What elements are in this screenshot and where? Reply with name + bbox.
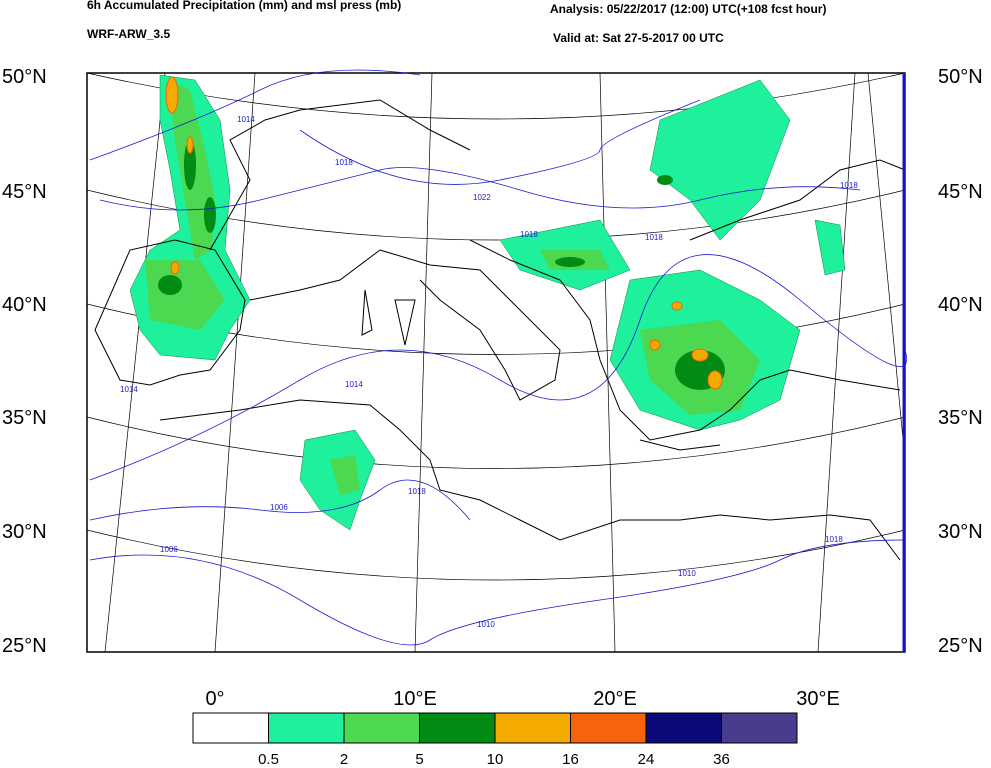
coastlines — [94, 99, 906, 561]
isobar-label: 1006 — [270, 503, 288, 512]
colorbar-swatch — [343, 712, 420, 744]
model: WRF-ARW_3.5 — [87, 27, 170, 41]
isobar-label: 1018 — [645, 233, 663, 242]
isobar-label: 1010 — [678, 569, 696, 578]
isobar-label: 1018 — [520, 230, 538, 239]
lat-label: 40°N — [938, 294, 983, 316]
lat-label: 50°N — [938, 66, 983, 88]
colorbar: 0.5 2 5 10 16 24 36 — [192, 712, 798, 768]
lat-label: 30°N — [938, 521, 983, 543]
isobar-label: 1006 — [160, 545, 178, 554]
lat-label: 45°N — [938, 181, 983, 203]
isobar-label: 1014 — [237, 115, 255, 124]
colorbar-swatch — [268, 712, 345, 744]
isobar-labels: 1014 1018 1022 1018 1018 1018 1014 1014 1018 1006… — [120, 115, 858, 629]
map-area: 1014 1018 1022 1018 1018 1018 1014 1014 1018 1006… — [86, 69, 907, 653]
colorbar-label: 2 — [340, 751, 348, 768]
lat-label: 35°N — [2, 407, 47, 429]
lat-label: 40°N — [2, 294, 47, 316]
precip-intense — [165, 76, 723, 390]
isobar-label: 1018 — [335, 158, 353, 167]
title: 6h Accumulated Precipitation (mm) and ms… — [87, 0, 401, 12]
lat-label: 25°N — [938, 635, 983, 657]
lon-label: 20°E — [593, 688, 637, 710]
isobar-label: 1018 — [840, 181, 858, 190]
lon-label: 0° — [205, 688, 224, 710]
colorbar-label: 24 — [638, 751, 655, 768]
colorbar-label: 5 — [415, 751, 423, 768]
isobar-label: 1014 — [345, 380, 363, 389]
isobar-label: 1018 — [408, 487, 426, 496]
isobar-label: 1018 — [825, 535, 843, 544]
lon-label: 30°E — [796, 688, 840, 710]
colorbar-label: 0.5 — [258, 751, 279, 768]
colorbar-swatch — [494, 712, 571, 744]
isobars — [89, 69, 907, 646]
colorbar-label: 16 — [562, 751, 579, 768]
colorbar-swatch — [192, 712, 269, 744]
colorbar-swatch — [570, 712, 647, 744]
lat-label: 30°N — [2, 521, 47, 543]
colorbar-swatch — [419, 712, 496, 744]
lat-label: 50°N — [2, 66, 47, 88]
colorbar-label: 36 — [713, 751, 730, 768]
isobar-label: 1014 — [120, 385, 138, 394]
colorbar-label: 10 — [487, 751, 504, 768]
valid-time: Valid at: Sat 27-5-2017 00 UTC — [553, 31, 724, 45]
lat-label: 45°N — [2, 181, 47, 203]
analysis: Analysis: 05/22/2017 (12:00) UTC(+108 fc… — [550, 2, 826, 16]
lat-label: 35°N — [938, 407, 983, 429]
isobar-label: 1022 — [473, 193, 491, 202]
lon-label: 10°E — [393, 688, 437, 710]
colorbar-swatch — [721, 712, 798, 744]
isobar-label: 1010 — [477, 620, 495, 629]
colorbar-swatch — [645, 712, 722, 744]
lat-label: 25°N — [2, 635, 47, 657]
